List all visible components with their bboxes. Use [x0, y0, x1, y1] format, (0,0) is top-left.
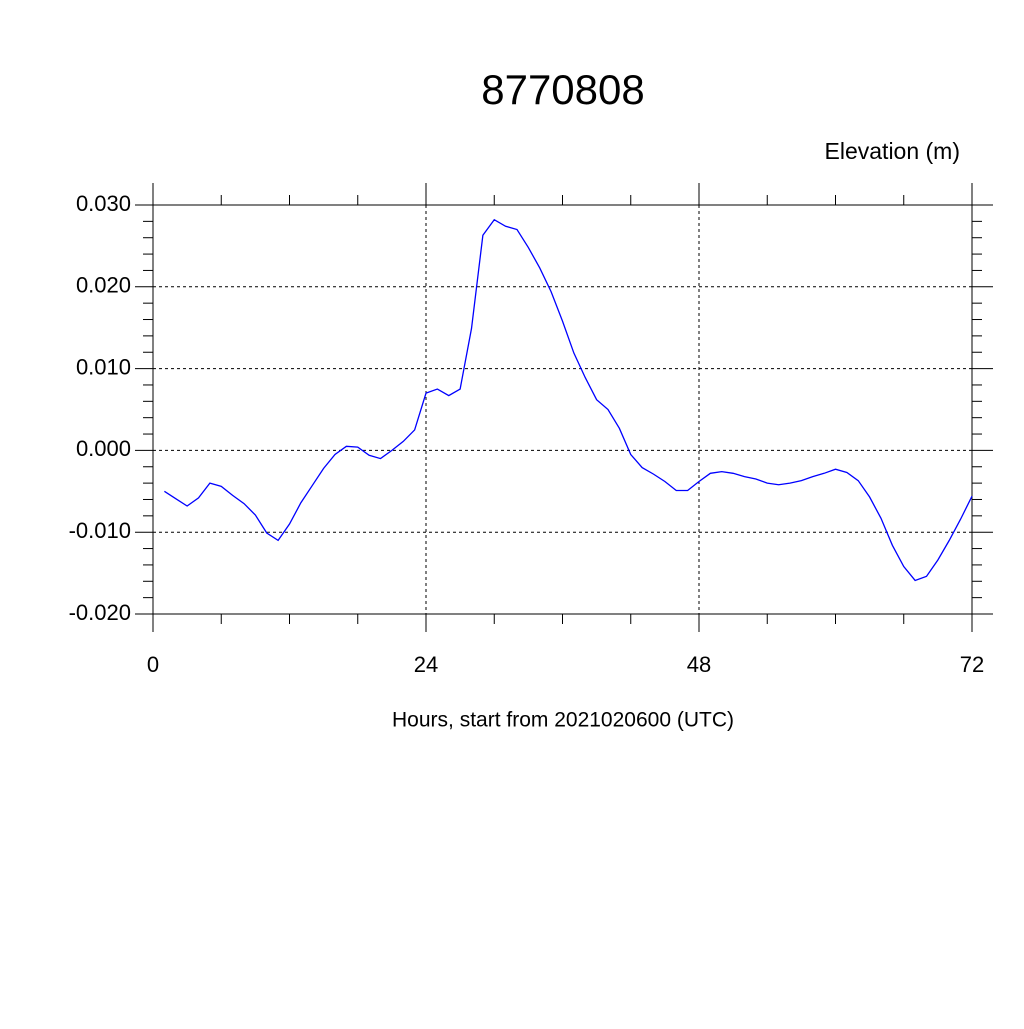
x-tick-label: 24: [414, 652, 438, 677]
y-tick-label: 0.020: [76, 273, 131, 298]
y-axis-label: Elevation (m): [825, 138, 960, 164]
y-tick-label: 0.010: [76, 354, 131, 379]
x-axis-label: Hours, start from 2021020600 (UTC): [392, 709, 734, 732]
plot-frame: [152, 204, 973, 615]
x-tick-label: 0: [147, 652, 159, 677]
y-tick-label: 0.030: [76, 191, 131, 216]
x-tick-label: 72: [960, 652, 984, 677]
data-line: [164, 218, 973, 582]
x-tick-label: 48: [687, 652, 711, 677]
y-tick-label: -0.010: [69, 518, 131, 543]
chart-title: 8770808: [481, 66, 645, 113]
y-tick-label: 0.000: [76, 436, 131, 461]
y-tick-label: -0.020: [69, 600, 131, 625]
